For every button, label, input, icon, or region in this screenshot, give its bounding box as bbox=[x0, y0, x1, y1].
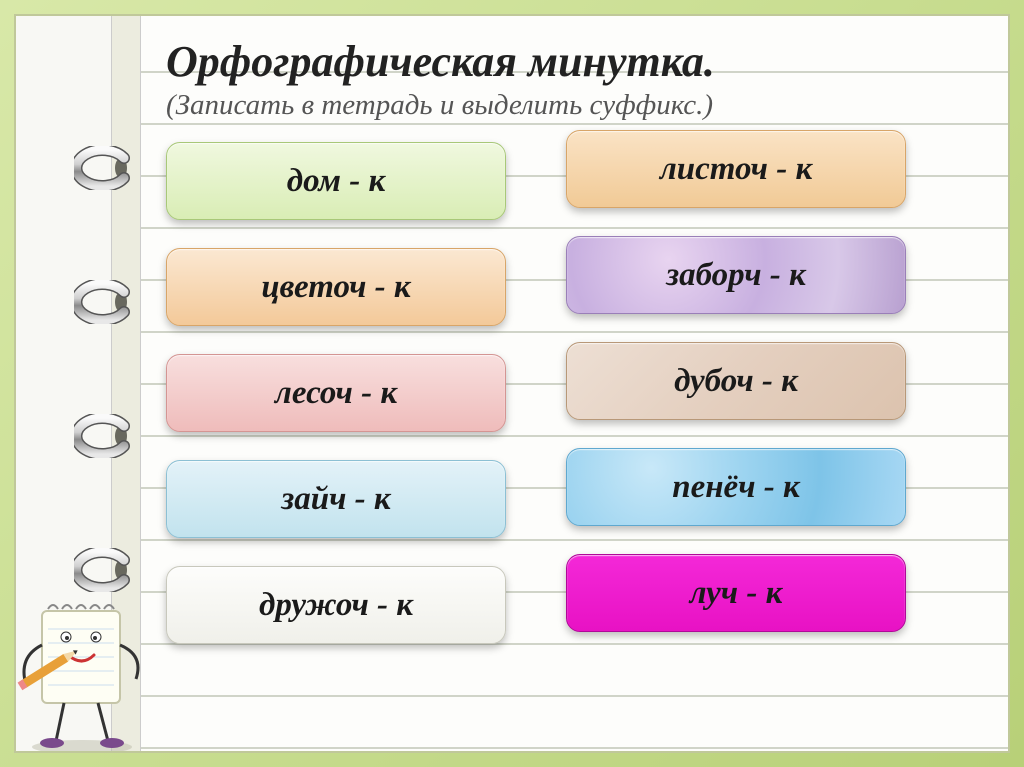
word-text: заборч - к bbox=[666, 257, 806, 294]
content-area: Орфографическая минутка. (Записать в тет… bbox=[166, 36, 978, 644]
binder-ring-icon bbox=[74, 280, 152, 324]
word-card: заборч - к bbox=[566, 236, 906, 314]
word-text: листоч - к bbox=[660, 151, 812, 188]
word-card: зайч - к bbox=[166, 460, 506, 538]
binder-ring-icon bbox=[74, 414, 152, 458]
word-card: листоч - к bbox=[566, 130, 906, 208]
notepad-character-icon bbox=[14, 575, 152, 753]
left-column: дом - к цветоч - к лесоч - к зайч - к дружоч… bbox=[166, 142, 506, 644]
word-text: луч - к bbox=[690, 575, 783, 612]
binder-ring-icon bbox=[74, 146, 152, 190]
right-column: листоч - к заборч - к дубоч - к пенёч - к лу… bbox=[566, 130, 906, 644]
slide-frame: Орфографическая минутка. (Записать в тет… bbox=[0, 0, 1024, 767]
word-columns: дом - к цветоч - к лесоч - к зайч - к дружоч… bbox=[166, 142, 978, 644]
word-card: дубоч - к bbox=[566, 342, 906, 420]
word-card: дом - к bbox=[166, 142, 506, 220]
word-card: лесоч - к bbox=[166, 354, 506, 432]
word-text: дубоч - к bbox=[674, 363, 798, 400]
binder-ring-icon bbox=[74, 548, 152, 592]
word-card: дружоч - к bbox=[166, 566, 506, 644]
word-text: зайч - к bbox=[281, 481, 390, 518]
word-text: лесоч - к bbox=[275, 375, 397, 412]
page-title: Орфографическая минутка. bbox=[166, 36, 978, 87]
page-subtitle: (Записать в тетрадь и выделить суффикс.) bbox=[166, 89, 978, 122]
word-card: цветоч - к bbox=[166, 248, 506, 326]
word-text: дом - к bbox=[287, 163, 385, 200]
word-text: пенёч - к bbox=[672, 469, 800, 506]
word-card: пенёч - к bbox=[566, 448, 906, 526]
word-card: луч - к bbox=[566, 554, 906, 632]
word-text: цветоч - к bbox=[261, 269, 410, 306]
slide-inner: Орфографическая минутка. (Записать в тет… bbox=[14, 14, 1010, 753]
word-text: дружоч - к bbox=[259, 587, 413, 624]
